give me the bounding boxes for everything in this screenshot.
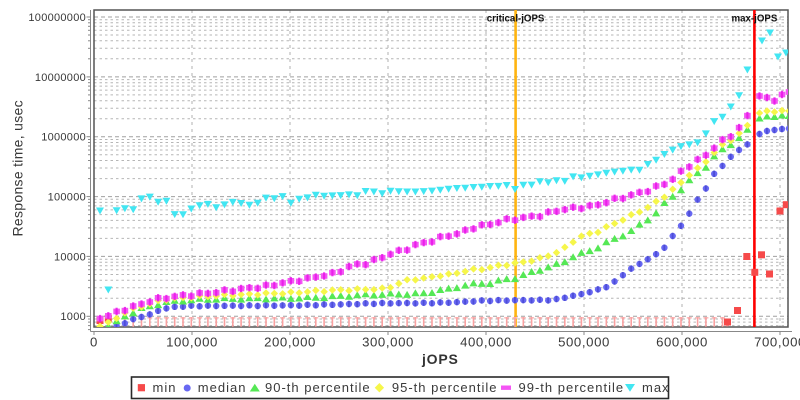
svg-text:Response time, usec: Response time, usec [10, 100, 26, 236]
svg-text:500,000: 500,000 [558, 335, 610, 350]
svg-text:400,000: 400,000 [460, 335, 512, 350]
svg-text:min: min [153, 380, 177, 395]
svg-text:99-th percentile: 99-th percentile [519, 380, 625, 395]
svg-text:700,000: 700,000 [754, 335, 800, 350]
svg-text:600,000: 600,000 [656, 335, 708, 350]
svg-text:10000: 10000 [54, 251, 86, 263]
svg-text:90-th percentile: 90-th percentile [265, 380, 371, 395]
svg-text:100,000: 100,000 [166, 335, 218, 350]
svg-text:10000000: 10000000 [35, 72, 86, 84]
svg-text:max: max [642, 380, 670, 395]
svg-text:200,000: 200,000 [264, 335, 316, 350]
svg-text:max-jOPS: max-jOPS [732, 13, 778, 24]
svg-text:95-th percentile: 95-th percentile [392, 380, 498, 395]
svg-text:100000: 100000 [48, 192, 86, 204]
svg-text:300,000: 300,000 [362, 335, 414, 350]
svg-text:median: median [198, 380, 247, 395]
svg-text:1000: 1000 [60, 311, 86, 323]
svg-text:0: 0 [90, 335, 98, 350]
svg-text:100000000: 100000000 [28, 12, 86, 24]
svg-text:1000000: 1000000 [41, 132, 86, 144]
svg-text:critical-jOPS: critical-jOPS [487, 13, 545, 24]
svg-text:jOPS: jOPS [421, 351, 459, 367]
